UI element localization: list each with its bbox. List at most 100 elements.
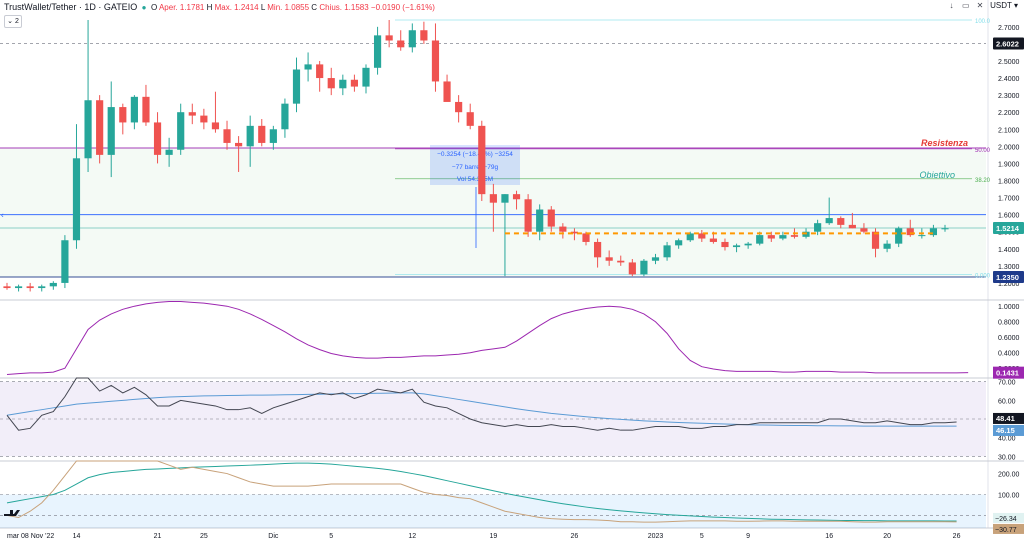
- candle-body: [478, 125, 486, 195]
- rsi-ma-last-value: 46.15: [996, 426, 1015, 435]
- x-tick-label: 26: [571, 533, 579, 540]
- y-tick-label: 60.00: [998, 398, 1016, 405]
- candle-body: [756, 235, 764, 244]
- candle-body: [142, 96, 150, 123]
- cci-last-value: −30.77: [995, 527, 1017, 534]
- candle-body: [327, 78, 335, 89]
- cci-signal-label-bg: [993, 512, 1024, 523]
- open-label: O: [150, 3, 158, 12]
- candle-body: [524, 199, 532, 232]
- annotation-resistance: Resistenza: [921, 138, 968, 148]
- candle-body: [501, 194, 509, 203]
- candle-body: [443, 81, 451, 102]
- candle-body: [316, 64, 324, 79]
- candle-body: [420, 30, 428, 41]
- osc-last-value: 0.1431: [996, 369, 1019, 378]
- candle-body: [594, 241, 602, 258]
- pane-controls: ↓ ▭ ✕: [946, 1, 986, 10]
- candle-body: [744, 243, 752, 246]
- candle-body: [895, 228, 903, 244]
- candle-body: [582, 233, 590, 242]
- price-axis: [988, 0, 1024, 541]
- candle-body: [350, 79, 358, 87]
- close-icon[interactable]: ✕: [976, 1, 984, 10]
- currency-selector[interactable]: USDT ▾: [990, 1, 1018, 10]
- arrow-down-icon[interactable]: ↓: [949, 1, 954, 10]
- candle-body: [790, 235, 799, 237]
- candle-body: [814, 223, 822, 232]
- candle-body: [547, 209, 555, 227]
- candle-body: [130, 96, 138, 123]
- y-tick-label: 100.00: [998, 493, 1020, 500]
- candle-body: [698, 233, 706, 239]
- candle-body: [651, 257, 660, 261]
- price-label: 2.6022: [996, 40, 1019, 49]
- osc-label-bg: [993, 366, 1024, 379]
- cci-signal-line: [6, 462, 957, 522]
- x-tick-label: 25: [200, 533, 208, 540]
- open-value: Aper. 1.1781: [158, 3, 205, 12]
- candle-body: [246, 125, 254, 147]
- y-tick-label: 2.5000: [998, 59, 1020, 66]
- candle-body: [779, 235, 787, 239]
- candle-body: [96, 100, 104, 155]
- y-tick-label: 40.00: [998, 436, 1016, 443]
- x-tick-label: 9: [746, 533, 750, 540]
- candle-body: [26, 286, 34, 289]
- y-tick-label: 2.7000: [998, 25, 1020, 32]
- low-label: L: [260, 3, 266, 12]
- candle-body: [14, 286, 23, 289]
- candle-body: [860, 228, 868, 232]
- candle-body: [871, 231, 880, 249]
- oscillator-line: [6, 301, 969, 375]
- measure-box: [430, 145, 520, 185]
- currency-label: USDT: [990, 1, 1012, 10]
- cci-line: [6, 460, 957, 523]
- y-tick-label: 2.4000: [998, 76, 1020, 83]
- candle-body: [825, 218, 833, 224]
- indicator-count: 2: [14, 18, 19, 25]
- y-tick-label: 0.8000: [998, 320, 1020, 327]
- candle-body: [49, 282, 57, 287]
- y-tick-label: 1.7000: [998, 196, 1020, 203]
- candle-body: [362, 67, 370, 87]
- candle-body: [628, 262, 636, 275]
- y-tick-label: 1.2000: [998, 281, 1020, 288]
- candle-body: [455, 101, 463, 113]
- fib-level-label: 50.00: [975, 148, 991, 154]
- candle-body: [223, 129, 231, 143]
- candle-body: [304, 64, 312, 70]
- rsi-ma-label-bg: [993, 424, 1024, 436]
- y-tick-label: 1.3000: [998, 264, 1020, 271]
- candle-body: [686, 233, 694, 241]
- status-dot-icon: ●: [141, 3, 147, 12]
- candle-body: [269, 129, 277, 143]
- candle-body: [397, 40, 405, 48]
- tradingview-logo-icon: [4, 510, 20, 516]
- candle-body: [837, 218, 845, 225]
- candle-body: [570, 231, 579, 234]
- candle-body: [408, 30, 416, 48]
- y-tick-label: 0.6000: [998, 335, 1020, 342]
- cci-signal-last-value: −26.34: [995, 516, 1017, 523]
- price-label-bg: [993, 37, 1024, 50]
- rsi-last-value: 48.41: [996, 414, 1015, 423]
- price-label: 1.5214: [996, 224, 1020, 233]
- window-icon[interactable]: ▭: [961, 1, 970, 10]
- price-label: 1.2350: [996, 273, 1019, 282]
- y-tick-label: 1.9000: [998, 161, 1020, 168]
- candle-body: [709, 238, 717, 242]
- x-tick-label: 14: [73, 533, 81, 540]
- candle-body: [165, 149, 173, 155]
- candle-body: [258, 125, 266, 143]
- symbol-title[interactable]: TrustWallet/Tether · 1D · GATEIO: [4, 2, 138, 12]
- x-tick-label: 5: [329, 533, 333, 540]
- candle-body: [235, 142, 243, 147]
- candle-body: [732, 245, 741, 248]
- candle-body: [38, 286, 46, 289]
- arrow-left-icon: ‹: [1, 211, 4, 220]
- high-label: H: [206, 3, 213, 12]
- collapse-indicators-button[interactable]: ⌄ 2: [4, 15, 22, 28]
